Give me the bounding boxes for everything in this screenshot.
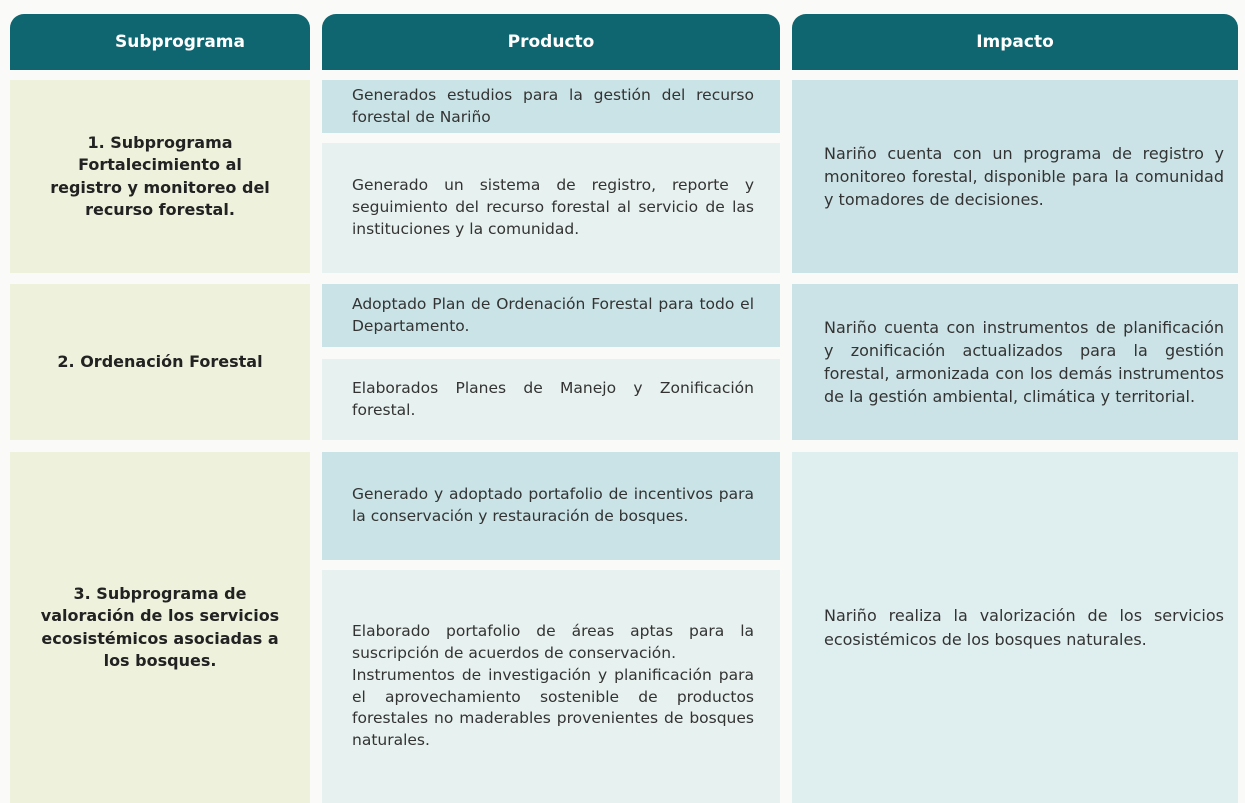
header-cell: Impacto	[792, 14, 1238, 70]
product-cell: Generado un sistema de registro, reporte…	[322, 143, 780, 273]
impact-cell: Nariño cuenta con un programa de registr…	[792, 80, 1238, 273]
impact-cell: Nariño realiza la valorización de los se…	[792, 452, 1238, 803]
product-text: Generados estudios para la gestión del r…	[352, 85, 754, 126]
product-cell: Generado y adoptado portafolio de incent…	[322, 452, 780, 560]
subprogram-text: 3. Subprograma de valoración de los serv…	[40, 583, 280, 670]
header-text: Impacto	[976, 32, 1054, 52]
product-cell: Elaborados Planes de Manejo y Zonificaci…	[322, 359, 780, 440]
product-text: Adoptado Plan de Ordenación Forestal par…	[352, 294, 754, 335]
impact-text: Nariño cuenta con un programa de registr…	[824, 143, 1224, 210]
header-cell: Producto	[322, 14, 780, 70]
product-cell: Adoptado Plan de Ordenación Forestal par…	[322, 284, 780, 347]
header-text: Producto	[507, 32, 595, 52]
product-text: Instrumentos de investigación y planific…	[352, 665, 754, 749]
product-cell: Generados estudios para la gestión del r…	[322, 80, 780, 133]
subprogram-cell: 3. Subprograma de valoración de los serv…	[10, 452, 310, 803]
product-text: Generado y adoptado portafolio de incent…	[352, 485, 754, 525]
impact-text: Nariño cuenta con instrumentos de planif…	[824, 317, 1224, 407]
product-text: Elaborado portafolio de áreas aptas para…	[352, 622, 754, 663]
subprogram-text: 2. Ordenación Forestal	[57, 351, 263, 371]
impact-cell: Nariño cuenta con instrumentos de planif…	[792, 284, 1238, 440]
header-text: Subprograma	[115, 32, 245, 52]
subprogram-cell: 2. Ordenación Forestal	[10, 284, 310, 440]
impact-text: Nariño realiza la valorización de los se…	[824, 606, 1224, 649]
subprogram-text: 1. Subprograma Fortalecimiento al regist…	[50, 132, 270, 219]
header-cell: Subprograma	[10, 14, 310, 70]
product-text: Elaborados Planes de Manejo y Zonificaci…	[352, 378, 754, 419]
product-text: Generado un sistema de registro, reporte…	[352, 176, 754, 238]
product-cell: Elaborado portafolio de áreas aptas para…	[322, 570, 780, 803]
subprogram-cell: 1. Subprograma Fortalecimiento al regist…	[10, 80, 310, 273]
